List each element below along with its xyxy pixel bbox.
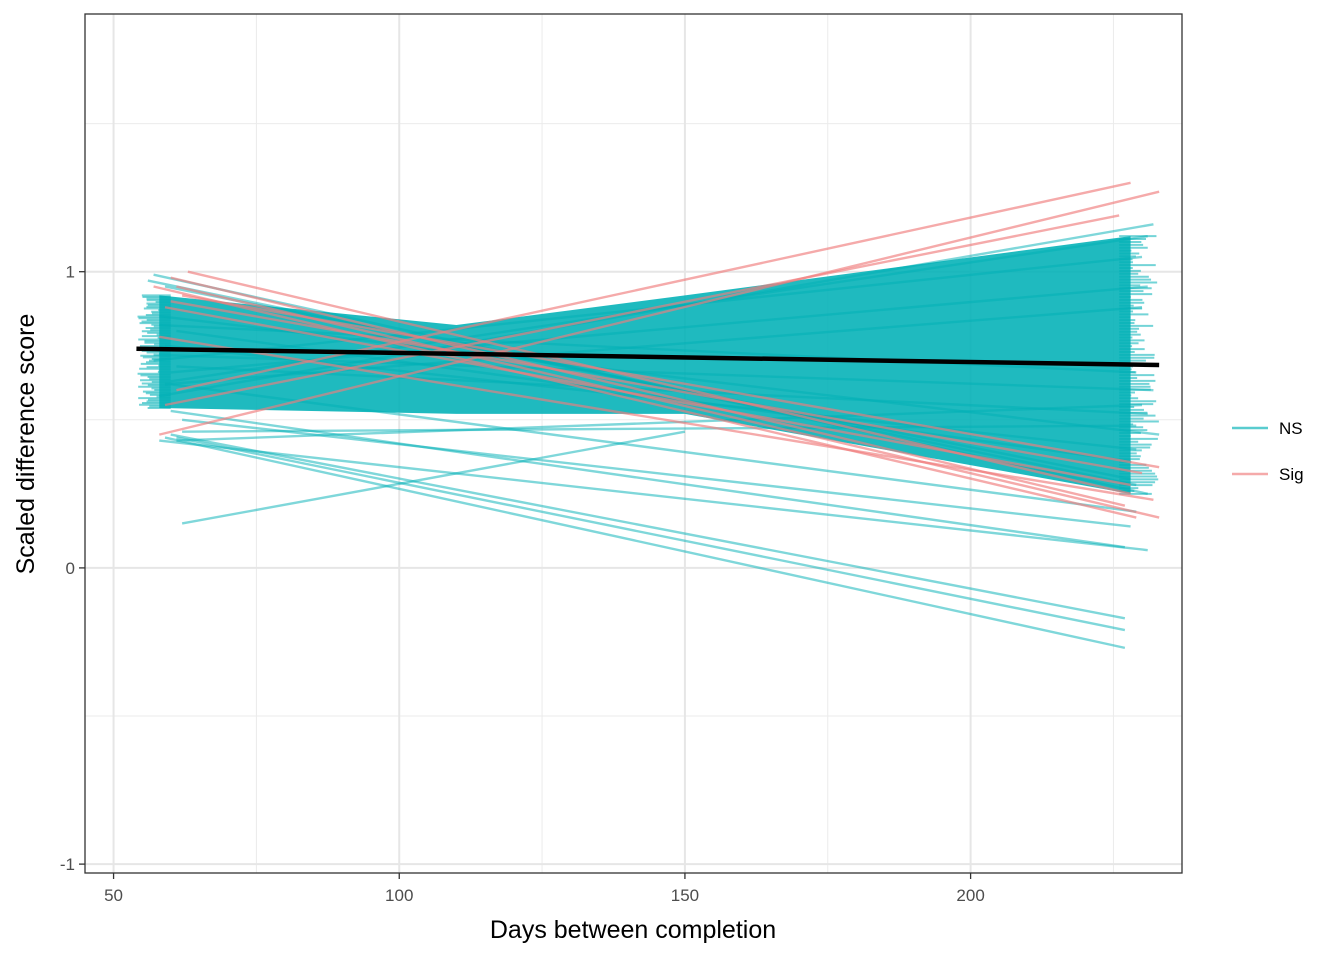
series-sig	[153, 181, 1160, 519]
fit-line-sig	[153, 285, 1137, 519]
x-axis: 50 100 150 200	[104, 873, 985, 905]
mean-fit-line	[136, 346, 1160, 368]
y-tick-label: 1	[66, 263, 75, 282]
fit-line-sig	[159, 335, 1154, 501]
x-tick-label: 200	[956, 886, 984, 905]
x-tick-label: 100	[385, 886, 413, 905]
fit-line-ns	[176, 403, 1143, 442]
fit-line-ns	[176, 436, 1126, 632]
x-tick-label: 50	[104, 886, 123, 905]
legend: NS Sig	[1232, 419, 1304, 484]
y-tick-label: -1	[60, 855, 75, 874]
fit-line-ns	[176, 365, 1148, 416]
fit-line-ns	[181, 418, 1131, 528]
plot-border	[84, 13, 1183, 874]
y-axis: -1 0 1	[60, 263, 85, 874]
fit-line-sig	[170, 300, 1143, 475]
fit-line-ns	[164, 436, 1126, 650]
fit-line-ns	[170, 433, 1126, 620]
fit-line-ns	[170, 285, 1148, 374]
y-axis-title: Scaled difference score	[12, 314, 40, 575]
fit-line-ns	[153, 353, 1154, 392]
fit-line-ns	[159, 439, 1148, 552]
fit-line-ns	[159, 323, 1137, 374]
fit-line-ns	[170, 409, 1126, 549]
fit-line-sig	[176, 181, 1131, 392]
fit-line-sig	[181, 294, 1160, 469]
fit-line-sig	[164, 214, 1120, 407]
x-axis-title: Days between completion	[490, 916, 776, 944]
legend-label-ns: NS	[1279, 419, 1303, 438]
fit-line-ns	[170, 383, 1137, 513]
fit-line-ns	[182, 424, 1137, 433]
x-tick-label: 150	[671, 886, 699, 905]
fit-line-ns	[147, 279, 1137, 487]
legend-label-sig: Sig	[1279, 465, 1304, 484]
fit-line-sig	[170, 276, 1126, 507]
fit-line-sig	[176, 285, 1160, 519]
fit-line-ns	[181, 430, 686, 525]
fit-line-sig	[158, 190, 1160, 436]
series-ns	[147, 223, 1160, 650]
y-tick-label: 0	[66, 559, 75, 578]
mean-fit-layer	[136, 346, 1160, 368]
